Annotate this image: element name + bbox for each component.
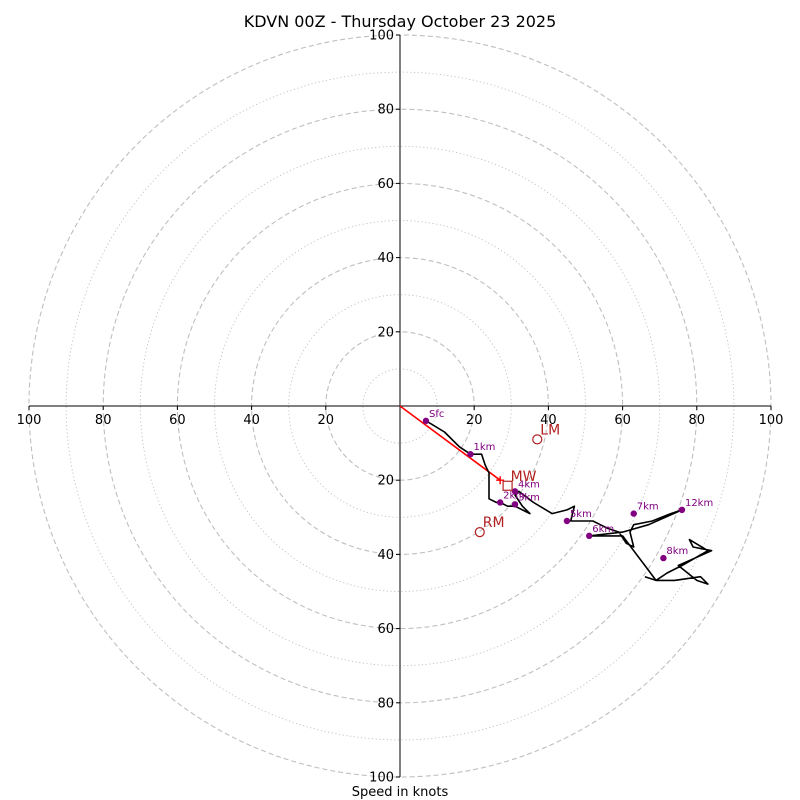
y-tick-label: 80 xyxy=(377,103,394,118)
y-tick-label: 80 xyxy=(377,696,394,711)
height-marker-label: 2km xyxy=(503,490,525,501)
height-marker-dot xyxy=(586,532,593,540)
height-marker-dot xyxy=(496,499,504,506)
wind-trace-layer xyxy=(425,420,713,585)
storm-motion-marker xyxy=(502,480,513,491)
y-tick-label: 20 xyxy=(377,474,394,489)
storm-motion-marker xyxy=(474,527,485,538)
motion-vector-line xyxy=(399,405,501,481)
x-tick-label: 100 xyxy=(17,413,42,428)
x-tick-label: 60 xyxy=(614,413,631,428)
height-marker-dot xyxy=(630,510,637,517)
x-tick-label: 100 xyxy=(759,413,784,428)
y-tick-label: 100 xyxy=(369,29,394,44)
x-tick-label: 40 xyxy=(540,413,557,428)
height-marker-label: 6km xyxy=(592,524,614,535)
y-tick-label: 40 xyxy=(377,251,394,266)
height-marker-label: 1km xyxy=(473,442,495,453)
height-marker-dot xyxy=(467,451,474,458)
height-marker-label: Sfc xyxy=(429,409,444,420)
x-tick-label: 20 xyxy=(466,413,483,428)
height-marker-dot xyxy=(678,506,686,514)
y-tick-label: 60 xyxy=(377,177,394,192)
height-marker-label: 8km xyxy=(666,546,688,557)
storm-motion-label: RM xyxy=(483,515,505,531)
motion-vector-layer xyxy=(399,405,505,485)
height-marker-label: 12km xyxy=(685,498,713,509)
height-marker-label: 7km xyxy=(637,502,659,513)
x-tick-label: 80 xyxy=(689,413,706,428)
x-tick-label: 60 xyxy=(169,413,186,428)
y-tick-label: 100 xyxy=(369,771,394,786)
storm-motion-label: LM xyxy=(540,422,560,438)
storm-motions: LM MW RM xyxy=(474,422,560,538)
height-marker-dot xyxy=(422,417,430,425)
y-tick-label: 40 xyxy=(377,548,394,563)
storm-motion-label: MW xyxy=(511,469,537,485)
height-marker-label: 5km xyxy=(570,509,592,520)
height-marker-dot xyxy=(563,517,571,525)
wind-trace-line xyxy=(425,420,713,585)
x-axis-label: Speed in knots xyxy=(352,785,449,800)
height-marker-dot xyxy=(511,488,519,495)
height-marker-label: 4km xyxy=(518,479,540,490)
tick-labels: 100 80 60 40 20 20 40 60 80 100 100 80 60 40 20 20 40 60 8… xyxy=(17,29,784,786)
height-marker-dot xyxy=(660,554,667,562)
storm-motion-marker xyxy=(532,434,543,445)
height-marker-dot xyxy=(511,501,519,508)
height-marker-label: 3km xyxy=(518,492,540,503)
x-tick-label: 20 xyxy=(318,413,335,428)
motion-vector-tip xyxy=(496,476,505,485)
chart-title: KDVN 00Z - Thursday October 23 2025 xyxy=(244,12,557,31)
y-tick-label: 20 xyxy=(377,325,394,340)
x-tick-label: 80 xyxy=(95,413,112,428)
x-tick-label: 40 xyxy=(243,413,260,428)
y-tick-label: 60 xyxy=(377,622,394,637)
